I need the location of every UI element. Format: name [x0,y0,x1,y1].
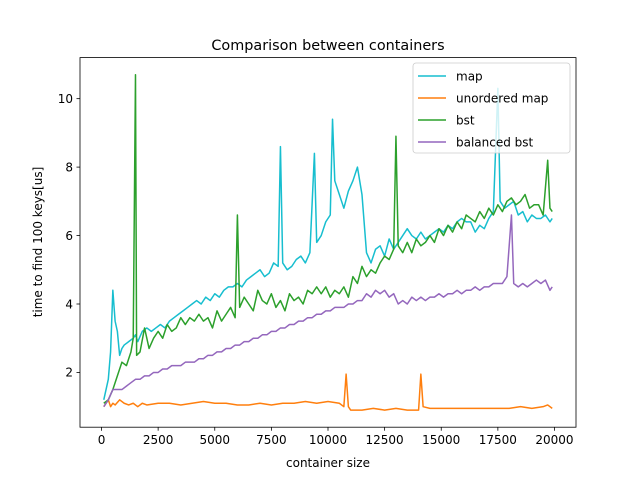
x-axis: 0 2500 5000 7500 10000 12500 15000 17500 20000 [98,427,574,447]
series-line-bst [103,73,553,404]
legend-label: bst [456,113,475,127]
legend-label: map [456,69,483,83]
y-tick-label: 8 [65,160,73,174]
x-tick-label: 0 [98,433,106,447]
series-line-balanced-bst [103,214,553,408]
chart-title: Comparison between containers [211,38,444,54]
legend-label: unordered map [456,91,548,105]
x-tick-label: 17500 [479,433,517,447]
y-tick-label: 10 [58,92,73,106]
x-tick-label: 20000 [535,433,573,447]
legend: map unordered map bst balanced bst [412,62,571,154]
series-line-unordered-map [103,373,553,411]
x-tick-label: 5000 [199,433,230,447]
y-tick-label: 4 [65,297,73,311]
series-line-map [103,87,553,400]
x-tick-label: 12500 [366,433,404,447]
legend-box [412,62,571,154]
x-tick-label: 2500 [143,433,174,447]
y-axis-label: time to find 100 keys[us] [31,167,45,318]
x-tick-label: 10000 [309,433,347,447]
x-tick-label: 15000 [422,433,460,447]
plot-area [103,73,553,411]
x-tick-label: 7500 [256,433,287,447]
y-axis: 2 4 6 8 10 [58,92,80,380]
y-tick-label: 6 [65,229,73,243]
legend-label: balanced bst [456,135,534,149]
x-axis-label: container size [286,456,370,470]
y-tick-label: 2 [65,366,73,380]
